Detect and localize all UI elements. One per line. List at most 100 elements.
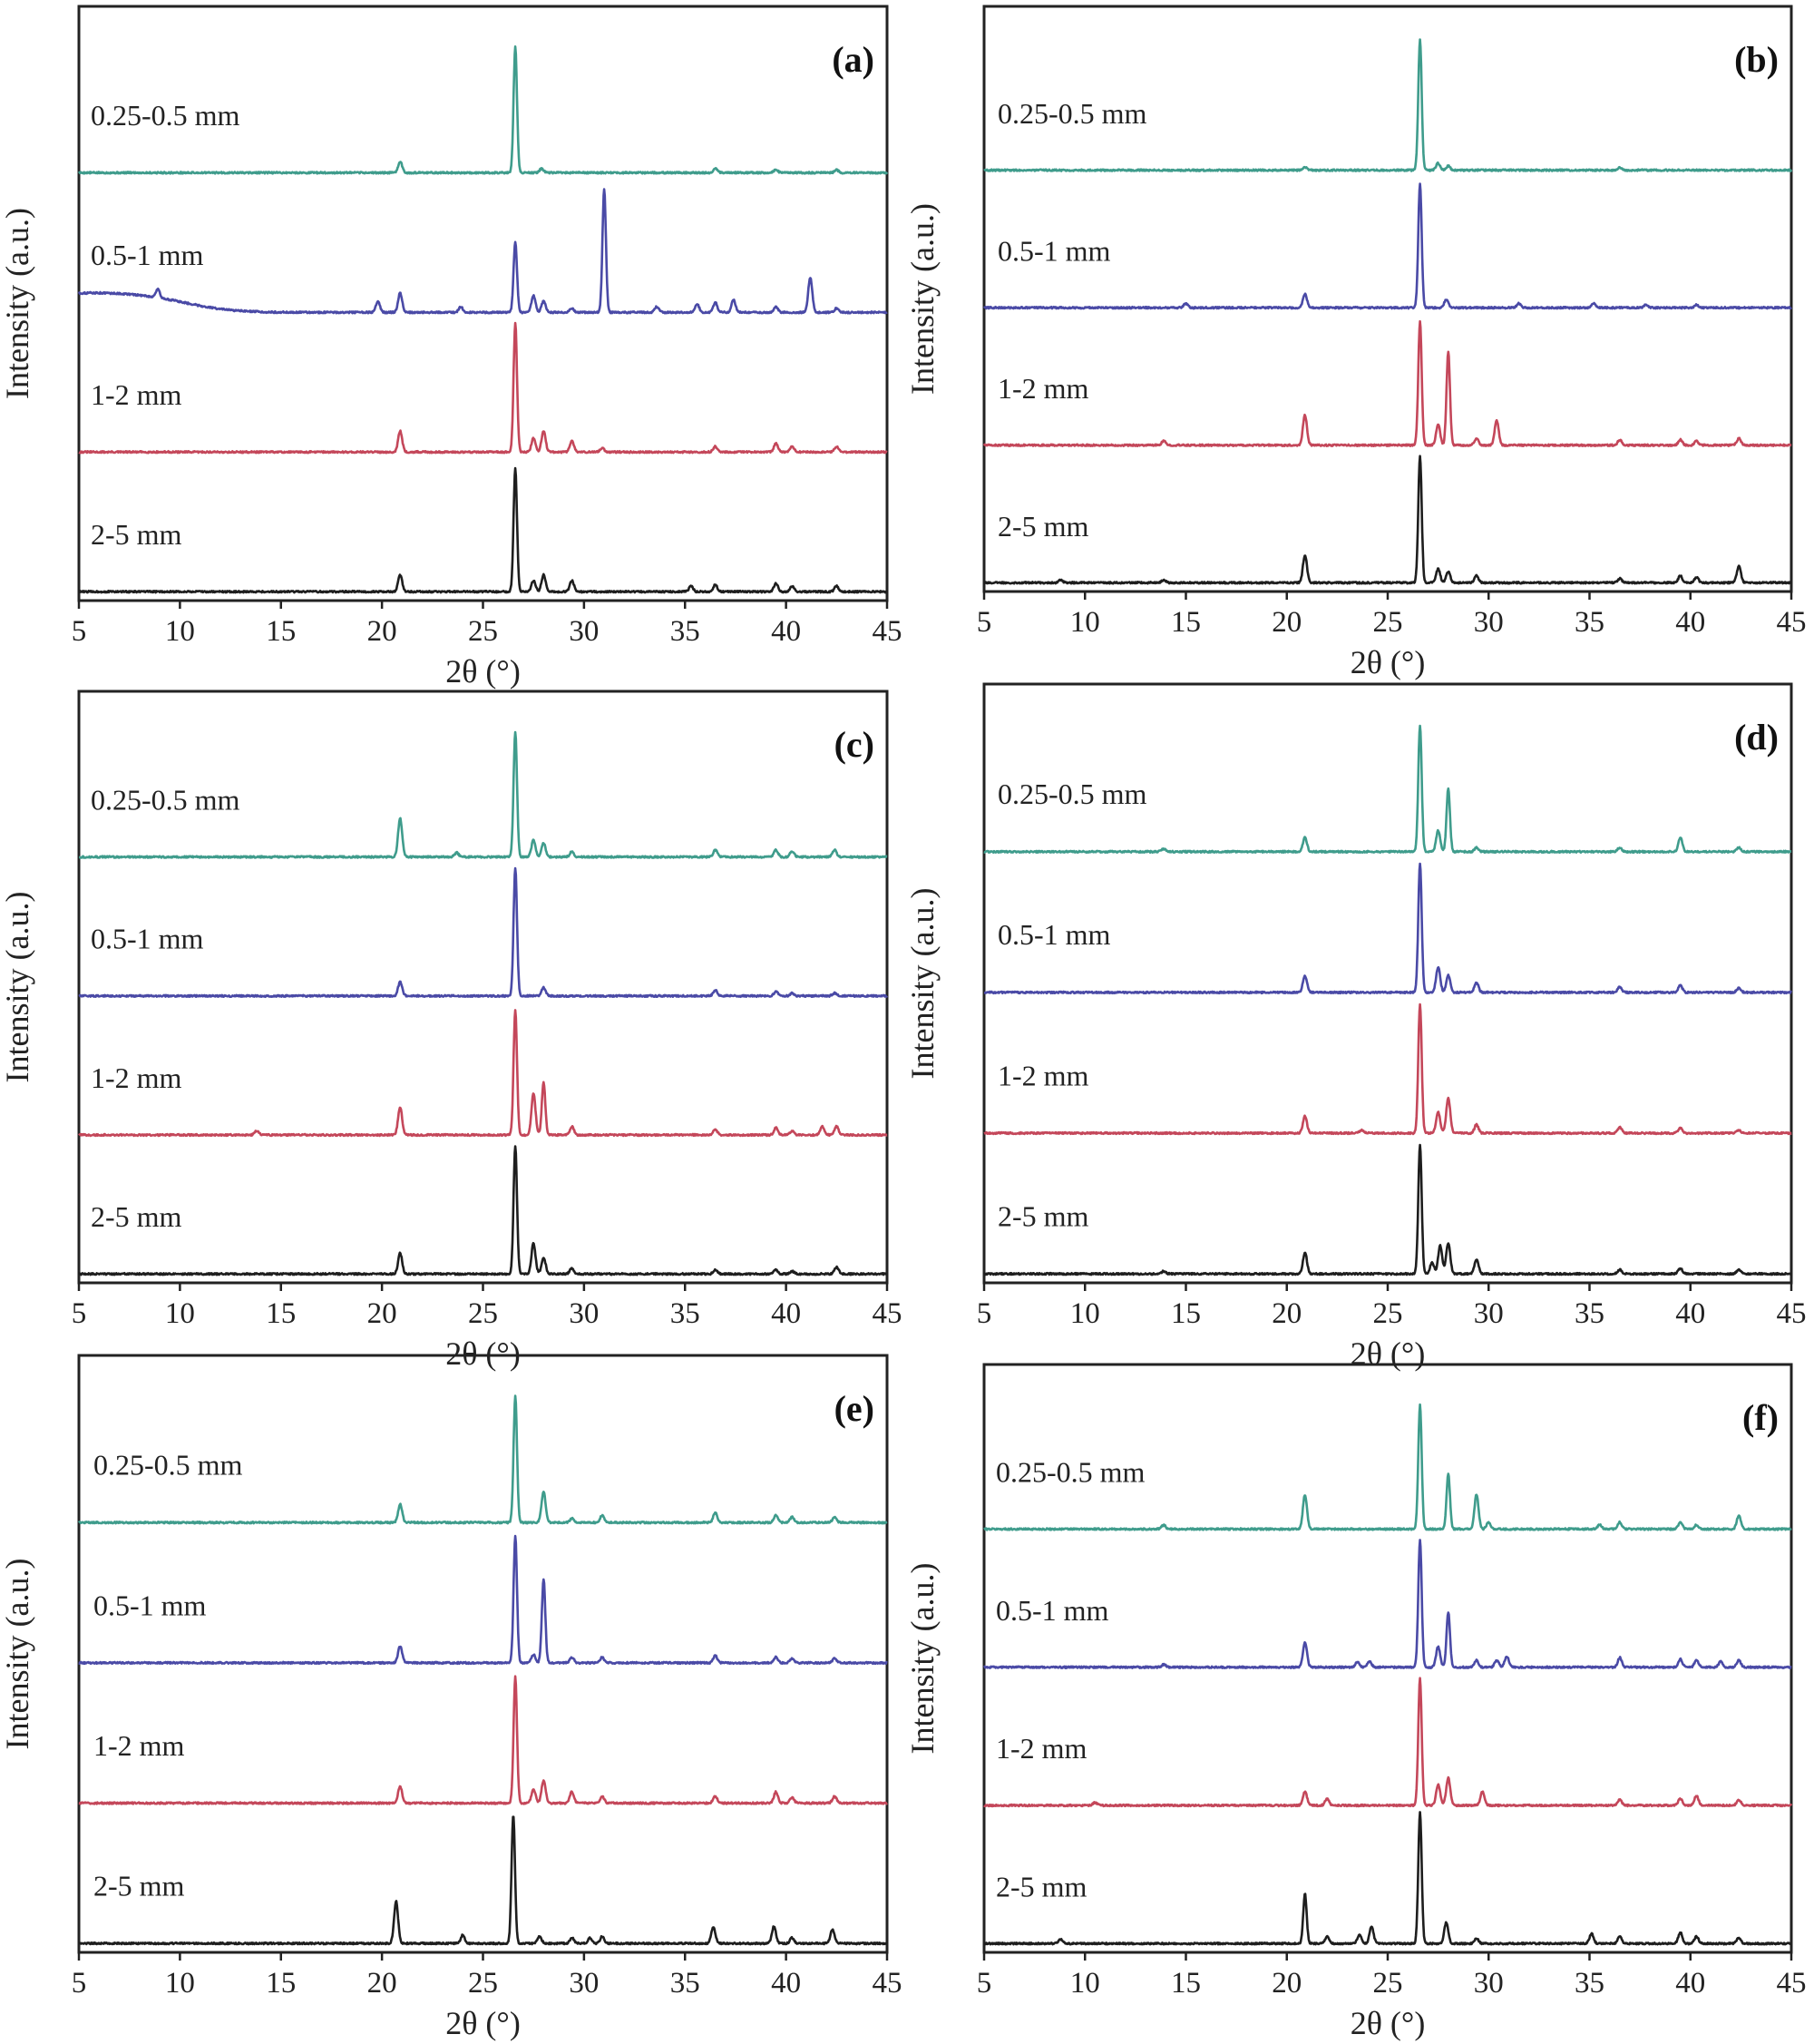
series-line-0-25-0-5-mm [983, 724, 1792, 855]
x-tick-label: 25 [1373, 1297, 1403, 1330]
x-tick-label: 20 [1272, 606, 1302, 639]
x-tick-label: 30 [569, 615, 599, 648]
x-tick-label: 35 [1575, 1297, 1604, 1330]
series-label: 0.25-0.5 mm [91, 783, 240, 816]
x-tick-label: 10 [1070, 606, 1100, 639]
x-tick-label: 20 [1272, 1967, 1302, 2000]
x-tick-label: 25 [1373, 606, 1403, 639]
chart-panel-6: 5 10 15 20 25 30 35 40 45 2θ (°) Intensity (a.u.) (… [904, 1363, 1807, 2041]
x-tick-label: 40 [1675, 1297, 1705, 1330]
x-tick-label: 15 [1171, 606, 1201, 639]
x-tick-label: 35 [670, 615, 700, 648]
x-tick-label: 10 [165, 1967, 195, 2000]
panel-label: (e) [834, 1388, 874, 1429]
x-tick-label: 30 [1474, 606, 1504, 639]
series-line-1-2-mm [983, 1002, 1792, 1136]
series-line-0-25-0-5-mm [77, 1394, 888, 1525]
x-tick-label: 20 [367, 615, 397, 648]
x-tick-label: 5 [72, 615, 87, 648]
series-label: 0.5-1 mm [996, 1594, 1109, 1627]
series-line-2-5-mm [983, 1143, 1792, 1276]
series-label: 1-2 mm [91, 378, 182, 411]
x-tick-label: 10 [165, 1297, 195, 1330]
chart-panel-2: 5 10 15 20 25 30 35 40 45 2θ (°) Intensity (a.u.) (… [904, 5, 1807, 680]
x-tick-label: 40 [1675, 1967, 1705, 2000]
y-axis-label: Intensity (a.u.) [0, 208, 35, 399]
series-line-0-25-0-5-mm [983, 38, 1793, 172]
x-tick-label: 5 [72, 1297, 87, 1330]
series-line-0-5-1-mm [982, 182, 1792, 310]
series-label: 2-5 mm [91, 1200, 182, 1233]
x-tick-label: 45 [1777, 1297, 1807, 1330]
chart-panel-1: 5 10 15 20 25 30 35 40 45 2θ (°) Intensity (a.u.) (… [0, 5, 902, 689]
panel-label: (a) [832, 39, 874, 80]
x-tick-label: 40 [771, 615, 801, 648]
x-tick-label: 45 [873, 1967, 902, 2000]
series-line-0-5-1-mm [77, 188, 888, 315]
series-line-0-5-1-mm [983, 862, 1792, 995]
series-line-0-25-0-5-mm [983, 1403, 1792, 1531]
x-tick-label: 45 [1777, 1967, 1807, 2000]
series-line-1-2-mm [983, 1677, 1793, 1808]
y-axis-label: Intensity (a.u.) [904, 1563, 941, 1755]
plot-frame [77, 1354, 889, 1954]
x-tick-label: 40 [1675, 606, 1705, 639]
x-tick-label: 30 [1474, 1967, 1504, 2000]
series-line-2-5-mm [983, 455, 1793, 585]
series-label: 2-5 mm [998, 510, 1089, 543]
series-label: 0.25-0.5 mm [998, 97, 1147, 130]
series-label: 0.25-0.5 mm [998, 778, 1147, 810]
series-label: 0.5-1 mm [998, 918, 1111, 951]
x-tick-label: 15 [266, 1967, 296, 2000]
x-tick-label: 30 [1474, 1297, 1504, 1330]
x-tick-label: 20 [1272, 1297, 1302, 1330]
x-tick-label: 45 [873, 1297, 902, 1330]
series-label: 1-2 mm [93, 1729, 185, 1762]
series-label: 1-2 mm [998, 1059, 1089, 1091]
chart-panel-5: 5 10 15 20 25 30 35 40 45 2θ (°) Intensity (a.u.) (… [0, 1354, 902, 2041]
x-axis-label: 2θ (°) [1351, 1335, 1426, 1372]
plot-frame [77, 689, 889, 1285]
x-tick-label: 10 [165, 615, 195, 648]
series-label: 0.25-0.5 mm [93, 1449, 243, 1482]
x-tick-label: 15 [1171, 1297, 1201, 1330]
x-tick-label: 5 [977, 1967, 992, 2000]
plot-frame [982, 682, 1793, 1285]
x-tick-label: 30 [569, 1967, 599, 2000]
panel-label: (c) [834, 724, 874, 765]
series-label: 2-5 mm [91, 518, 182, 551]
series-label: 2-5 mm [93, 1870, 185, 1902]
x-tick-label: 15 [266, 615, 296, 648]
plot-frame [77, 5, 889, 602]
x-axis-label: 2θ (°) [445, 653, 521, 689]
y-axis-label: Intensity (a.u.) [904, 203, 941, 395]
y-axis-label: Intensity (a.u.) [0, 1559, 35, 1750]
x-tick-label: 5 [977, 606, 992, 639]
x-tick-label: 25 [468, 615, 498, 648]
series-line-0-25-0-5-mm [77, 44, 889, 175]
x-tick-label: 5 [977, 1297, 992, 1330]
x-axis-label: 2θ (°) [1351, 644, 1426, 680]
x-tick-label: 45 [873, 615, 902, 648]
x-tick-label: 10 [1070, 1967, 1100, 2000]
x-axis-label: 2θ (°) [445, 2005, 521, 2041]
x-tick-label: 25 [468, 1297, 498, 1330]
x-tick-label: 20 [367, 1297, 397, 1330]
series-line-2-5-mm [78, 466, 889, 594]
chart-panel-3: 5 10 15 20 25 30 35 40 45 2θ (°) Intensity (a.u.) (… [0, 689, 902, 1372]
series-line-1-2-mm [78, 321, 888, 455]
x-tick-label: 35 [1575, 1967, 1604, 2000]
series-line-1-2-mm [78, 1675, 888, 1805]
panel-label: (f) [1742, 1397, 1779, 1438]
x-tick-label: 35 [670, 1297, 700, 1330]
series-label: 1-2 mm [996, 1732, 1087, 1765]
series-line-2-5-mm [77, 1145, 888, 1276]
x-tick-label: 40 [771, 1297, 801, 1330]
x-tick-label: 15 [1171, 1967, 1201, 2000]
chart-panel-4: 5 10 15 20 25 30 35 40 45 2θ (°) Intensity (a.u.) (… [904, 682, 1807, 1372]
series-line-1-2-mm [982, 319, 1792, 448]
series-line-0-25-0-5-mm [78, 730, 888, 859]
panel-label: (b) [1734, 39, 1779, 80]
series-label: 0.5-1 mm [998, 235, 1111, 268]
